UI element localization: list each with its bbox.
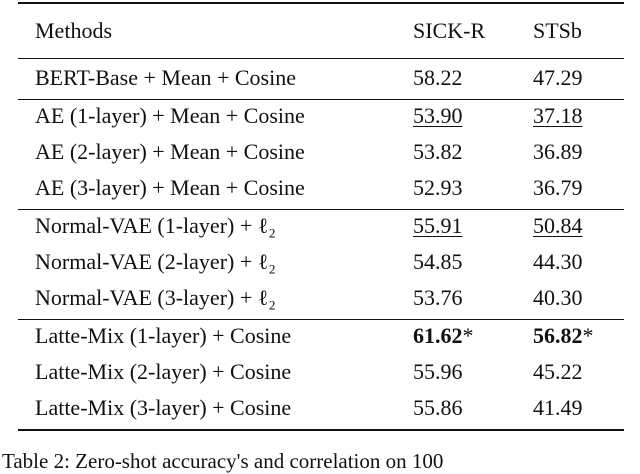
value-cell: 52.93 bbox=[413, 175, 463, 201]
value: 56.82 bbox=[533, 323, 583, 348]
value: 61.62 bbox=[413, 323, 463, 348]
value-cell: 54.85 bbox=[413, 249, 463, 275]
significance-mark: * bbox=[462, 323, 474, 348]
method-cell: Normal-VAE (1-layer) + ℓ₂ bbox=[35, 213, 276, 238]
method-cell: Normal-VAE (2-layer) + ℓ₂ bbox=[35, 249, 276, 274]
rule bbox=[18, 209, 624, 210]
value-cell: 55.96 bbox=[413, 359, 463, 385]
value: 53.76 bbox=[413, 285, 463, 310]
value-cell: 36.79 bbox=[533, 175, 583, 201]
value-cell: 44.30 bbox=[533, 249, 583, 275]
value-cell: 58.22 bbox=[413, 65, 463, 91]
caption: Table 2: Zero-shot accuracy's and correl… bbox=[2, 449, 444, 473]
value: 44.30 bbox=[533, 249, 583, 274]
value: 58.22 bbox=[413, 65, 463, 90]
value: 55.86 bbox=[413, 395, 463, 420]
value: 54.85 bbox=[413, 249, 463, 274]
rule bbox=[18, 429, 624, 431]
value-cell: 41.49 bbox=[533, 395, 583, 421]
value-cell: 55.91 bbox=[413, 213, 463, 239]
value-cell: 53.90 bbox=[413, 103, 463, 129]
value-cell: 53.82 bbox=[413, 139, 463, 165]
value: 55.91 bbox=[413, 213, 463, 238]
method-cell: Latte-Mix (3-layer) + Cosine bbox=[35, 395, 292, 420]
value: 52.93 bbox=[413, 175, 463, 200]
value: 47.29 bbox=[533, 65, 583, 90]
value-cell: 50.84 bbox=[533, 213, 583, 239]
header-cell: Methods bbox=[35, 18, 112, 43]
rule bbox=[18, 58, 624, 59]
value: 53.82 bbox=[413, 139, 463, 164]
value-cell: 55.86 bbox=[413, 395, 463, 421]
value: 50.84 bbox=[533, 213, 583, 238]
significance-mark: * bbox=[582, 323, 594, 348]
method-cell: AE (3-layer) + Mean + Cosine bbox=[35, 175, 305, 200]
method-cell: Normal-VAE (3-layer) + ℓ₂ bbox=[35, 285, 276, 310]
value: 37.18 bbox=[533, 103, 583, 128]
value: 36.89 bbox=[533, 139, 583, 164]
method-cell: BERT-Base + Mean + Cosine bbox=[35, 65, 296, 90]
method-cell: Latte-Mix (1-layer) + Cosine bbox=[35, 323, 292, 348]
value-cell: 56.82* bbox=[533, 323, 594, 349]
header-cell: SICK-R bbox=[413, 18, 486, 43]
value-cell: 47.29 bbox=[533, 65, 583, 91]
value: 41.49 bbox=[533, 395, 583, 420]
value-cell: 61.62* bbox=[413, 323, 474, 349]
value-cell: 53.76 bbox=[413, 285, 463, 311]
value: 53.90 bbox=[413, 103, 463, 128]
value: 40.30 bbox=[533, 285, 583, 310]
value: 36.79 bbox=[533, 175, 583, 200]
value-cell: 37.18 bbox=[533, 103, 583, 129]
header-cell: STSb bbox=[533, 18, 582, 43]
method-cell: Latte-Mix (2-layer) + Cosine bbox=[35, 359, 292, 384]
method-cell: AE (1-layer) + Mean + Cosine bbox=[35, 103, 305, 128]
value: 55.96 bbox=[413, 359, 463, 384]
value: 45.22 bbox=[533, 359, 583, 384]
rule bbox=[18, 319, 624, 320]
value-cell: 40.30 bbox=[533, 285, 583, 311]
value-cell: 45.22 bbox=[533, 359, 583, 385]
rule bbox=[18, 99, 624, 100]
value-cell: 36.89 bbox=[533, 139, 583, 165]
rule bbox=[18, 2, 624, 4]
method-cell: AE (2-layer) + Mean + Cosine bbox=[35, 139, 305, 164]
